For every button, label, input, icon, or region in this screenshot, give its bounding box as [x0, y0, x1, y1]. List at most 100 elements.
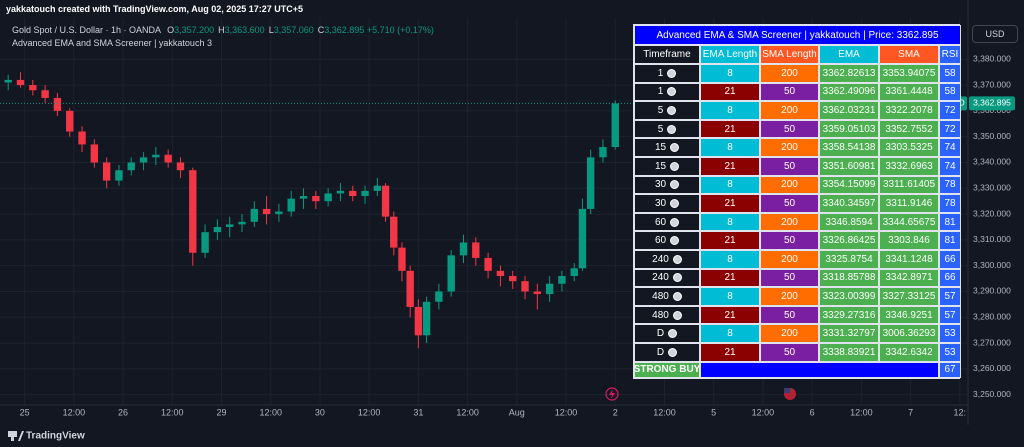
table-cell: 30: [634, 194, 700, 213]
table-cell: 8: [700, 64, 760, 83]
table-cell: 50: [760, 194, 819, 213]
screener-table: Advanced EMA & SMA Screener | yakkatouch…: [633, 24, 961, 379]
candle-body: [414, 306, 423, 336]
candle-body: [390, 216, 398, 248]
table-cell: 480: [634, 305, 700, 325]
x-tick-label: 12:: [954, 407, 967, 417]
table-cell: 66: [939, 250, 961, 269]
table-cell: 3362.49096: [819, 82, 879, 102]
x-tick-label: 12:00: [653, 407, 676, 417]
x-tick-label: 25: [20, 407, 30, 417]
table-cell: 480: [634, 287, 700, 306]
table-cell: 3346.9251: [879, 305, 939, 325]
candle-body: [164, 154, 172, 163]
timeframe: 1: [657, 67, 664, 79]
brand: TradingView: [26, 431, 85, 442]
timeframe: D: [656, 346, 665, 358]
candle-body: [599, 147, 607, 158]
timeframe: 240: [652, 272, 669, 284]
candle-body: [4, 79, 12, 83]
clock-icon: [668, 347, 678, 357]
table-cell: 60: [634, 231, 700, 250]
table-cell: 15: [634, 138, 700, 157]
summary-signal: STRONG BUY: [634, 361, 700, 378]
table-cell: 3342.6342: [879, 343, 939, 362]
table-cell: 1: [634, 64, 700, 83]
column-header: RSI: [939, 45, 961, 64]
table-cell: 21: [700, 119, 760, 139]
candle-body: [509, 276, 517, 282]
table-cell: 1: [634, 82, 700, 102]
x-tick-label: 30: [315, 407, 325, 417]
column-header: Timeframe: [634, 45, 700, 64]
table-cell: 50: [760, 82, 819, 102]
table-cell: 8: [700, 287, 760, 306]
y-tick-label: 3,250.000: [973, 389, 1011, 399]
clock-icon: [672, 254, 682, 264]
timeframe: 240: [652, 253, 669, 265]
clock-icon: [672, 273, 682, 283]
candle-body: [533, 291, 542, 295]
table-cell: 74: [939, 138, 961, 157]
column-header: EMA: [819, 45, 879, 64]
clock-icon: [670, 143, 680, 153]
table-cell: 53: [939, 324, 961, 343]
clock-icon: [672, 291, 682, 301]
table-cell: 8: [700, 212, 760, 232]
table-cell: 72: [939, 119, 961, 139]
table-cell: 50: [760, 343, 819, 362]
last-price-label: 3,362.895: [973, 98, 1011, 108]
clock-icon: [670, 161, 680, 171]
candle-body: [521, 281, 529, 292]
table-cell: 58: [939, 64, 961, 83]
y-tick-label: 3,380.000: [973, 54, 1011, 64]
summary-blank: [700, 361, 939, 378]
table-cell: 3362.03231: [819, 101, 879, 120]
y-tick-label: 3,260.000: [973, 363, 1011, 373]
candle-body: [361, 190, 369, 197]
table-cell: 3331.32797: [819, 324, 879, 343]
candle-body: [336, 190, 345, 194]
candle-body: [127, 162, 135, 171]
table-cell: 3361.4448: [879, 82, 939, 102]
currency-button[interactable]: USD: [972, 25, 1018, 43]
column-header: SMA: [879, 45, 939, 64]
table-cell: 21: [700, 305, 760, 325]
table-cell: 3351.60981: [819, 157, 879, 176]
ohlc: O3,357.200 H3,363.600 L3,357.060 C3,362.895: [163, 25, 364, 35]
table-cell: 50: [760, 268, 819, 288]
clock-icon: [670, 198, 680, 208]
table-cell: 8: [700, 324, 760, 343]
y-tick-label: 3,280.000: [973, 312, 1011, 322]
timeframe: 1: [657, 86, 664, 98]
candle-body: [459, 242, 468, 256]
y-tick-label: 3,270.000: [973, 337, 1011, 347]
table-cell: 57: [939, 287, 961, 306]
candle-body: [287, 198, 295, 212]
candle-body: [299, 196, 308, 199]
table-cell: 50: [760, 305, 819, 325]
ohlc-value: 3,363.600: [224, 25, 265, 35]
table-cell: 8: [700, 175, 760, 195]
candle-body: [275, 211, 283, 215]
candle-body: [115, 170, 123, 181]
candle-body: [558, 276, 566, 284]
ohlc-key: O: [167, 25, 175, 35]
last-price-tag: [969, 96, 1015, 111]
x-tick-label: 12:00: [456, 407, 479, 417]
table-cell: D: [634, 324, 700, 343]
x-tick-label: 5: [711, 407, 716, 417]
y-tick-label: 3,340.000: [973, 157, 1011, 167]
candle-body: [406, 270, 414, 307]
candle-body: [324, 193, 332, 202]
candle-body: [611, 103, 619, 147]
x-tick-label: 26: [118, 407, 128, 417]
ohlc-key: H: [218, 25, 225, 35]
candle-body: [381, 185, 390, 217]
table-cell: 3342.8971: [879, 268, 939, 288]
y-tick-label: 3,330.000: [973, 183, 1011, 193]
table-cell: 3323.00399: [819, 287, 879, 306]
candle-body: [447, 255, 455, 292]
table-cell: 3318.85788: [819, 268, 879, 288]
timeframe: 480: [652, 290, 669, 302]
